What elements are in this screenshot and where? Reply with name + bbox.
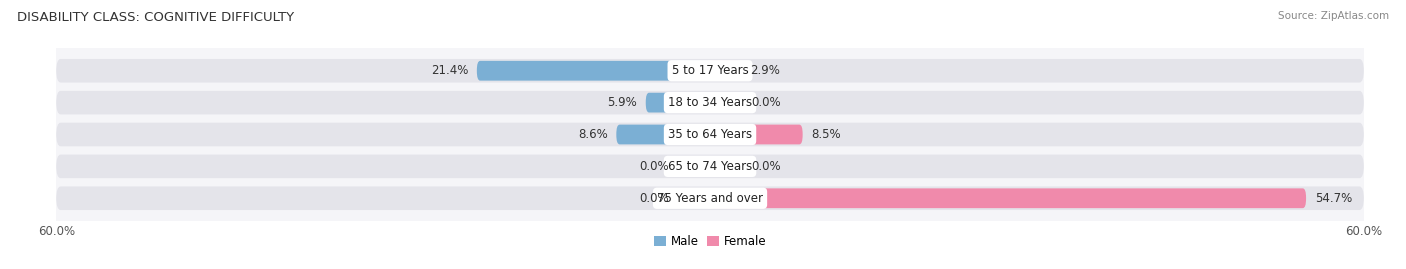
FancyBboxPatch shape <box>678 157 710 176</box>
Text: 35 to 64 Years: 35 to 64 Years <box>668 128 752 141</box>
Text: 8.5%: 8.5% <box>811 128 841 141</box>
FancyBboxPatch shape <box>710 157 742 176</box>
Text: 54.7%: 54.7% <box>1315 192 1353 205</box>
Text: 5 to 17 Years: 5 to 17 Years <box>672 64 748 77</box>
FancyBboxPatch shape <box>710 188 1306 208</box>
FancyBboxPatch shape <box>477 61 710 81</box>
FancyBboxPatch shape <box>616 125 710 144</box>
FancyBboxPatch shape <box>710 125 803 144</box>
FancyBboxPatch shape <box>678 188 710 208</box>
FancyBboxPatch shape <box>56 91 1364 114</box>
FancyBboxPatch shape <box>710 61 741 81</box>
FancyBboxPatch shape <box>710 93 742 112</box>
Text: DISABILITY CLASS: COGNITIVE DIFFICULTY: DISABILITY CLASS: COGNITIVE DIFFICULTY <box>17 11 294 24</box>
FancyBboxPatch shape <box>56 155 1364 178</box>
Text: 8.6%: 8.6% <box>578 128 607 141</box>
Text: Source: ZipAtlas.com: Source: ZipAtlas.com <box>1278 11 1389 21</box>
Text: 0.0%: 0.0% <box>638 192 669 205</box>
Text: 75 Years and over: 75 Years and over <box>657 192 763 205</box>
FancyBboxPatch shape <box>56 123 1364 146</box>
Text: 18 to 34 Years: 18 to 34 Years <box>668 96 752 109</box>
Text: 2.9%: 2.9% <box>751 64 780 77</box>
Text: 21.4%: 21.4% <box>430 64 468 77</box>
Text: 65 to 74 Years: 65 to 74 Years <box>668 160 752 173</box>
FancyBboxPatch shape <box>56 186 1364 210</box>
Text: 5.9%: 5.9% <box>607 96 637 109</box>
Legend: Male, Female: Male, Female <box>650 230 770 253</box>
FancyBboxPatch shape <box>645 93 710 112</box>
Text: 0.0%: 0.0% <box>638 160 669 173</box>
Text: 0.0%: 0.0% <box>751 96 782 109</box>
Text: 0.0%: 0.0% <box>751 160 782 173</box>
FancyBboxPatch shape <box>56 59 1364 83</box>
